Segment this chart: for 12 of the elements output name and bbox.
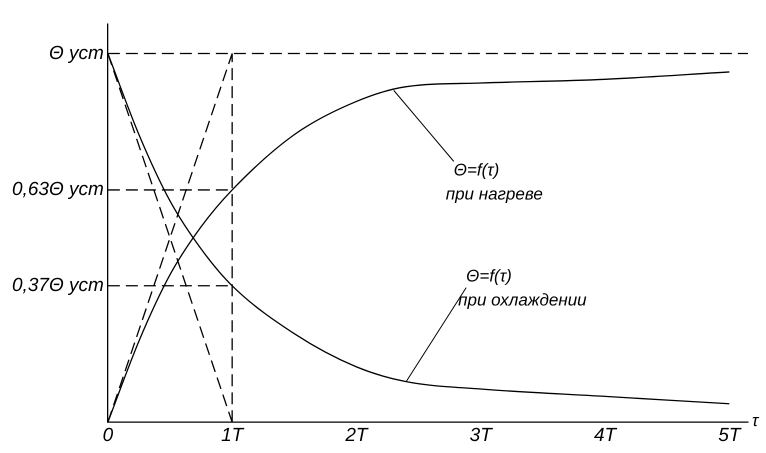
x-axis-title: τ bbox=[752, 411, 760, 430]
y-tick-label: 0,37Θ уст bbox=[12, 275, 104, 296]
y-tick-label: 0,63Θ уст bbox=[12, 179, 104, 200]
y-tick-label: Θ уст bbox=[48, 42, 104, 64]
x-tick-label: 5T bbox=[718, 424, 742, 446]
annotation: Θ=f(τ) при нагреве bbox=[446, 160, 543, 204]
x-tick-label: 2T bbox=[344, 424, 369, 446]
x-tick-label: 1T bbox=[221, 424, 245, 446]
x-tick-label: 0 bbox=[102, 424, 114, 446]
x-tick-label: 3T bbox=[470, 424, 494, 446]
x-tick-label: 4T bbox=[594, 424, 618, 446]
annotation: Θ=f(τ) при охлаждении bbox=[458, 266, 588, 310]
